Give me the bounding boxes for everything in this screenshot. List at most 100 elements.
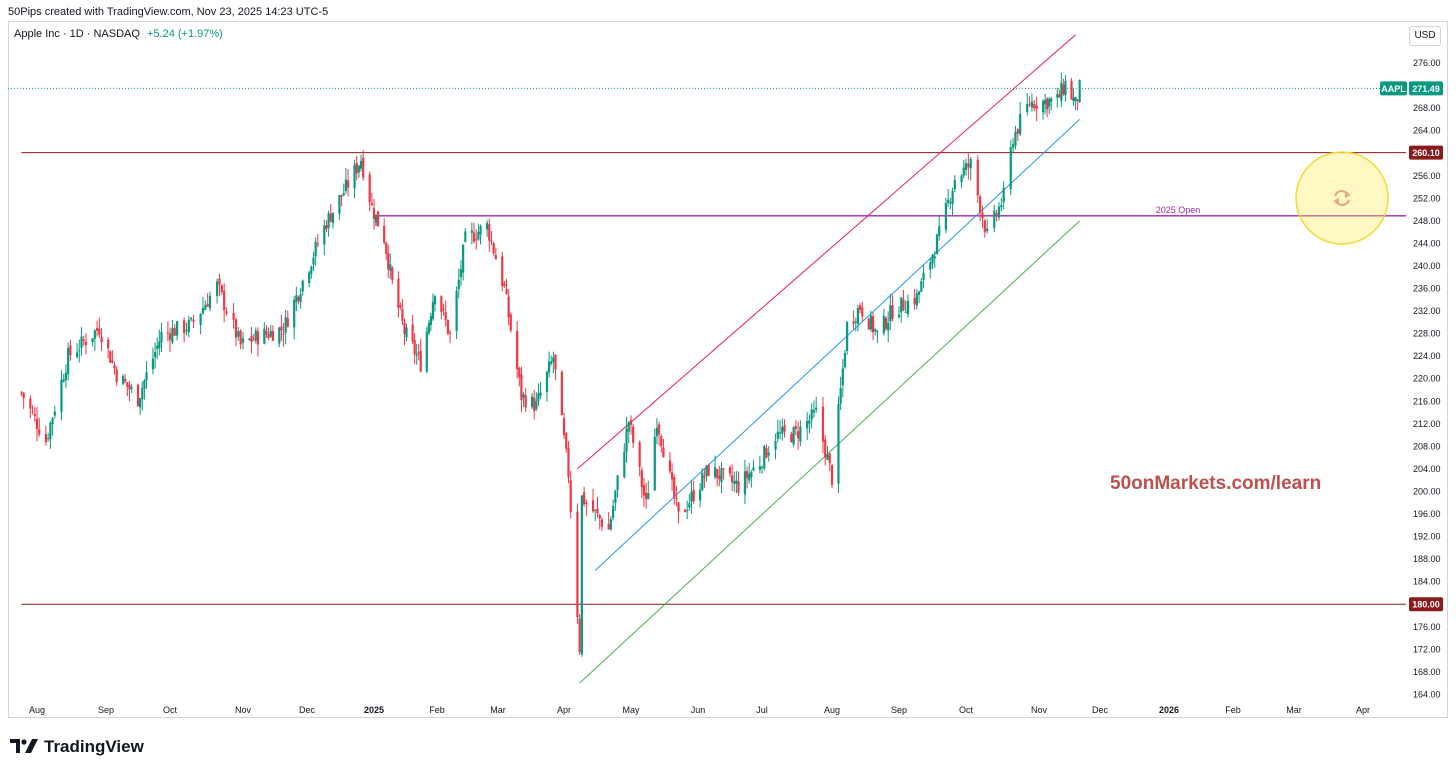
candle-body — [121, 376, 125, 385]
candle-body — [591, 500, 595, 512]
last-price-label-bg — [1409, 81, 1443, 96]
x-tick-label: Feb — [429, 705, 445, 715]
candle-body — [913, 297, 916, 305]
candle-body — [891, 305, 894, 320]
candle-body — [1046, 98, 1049, 110]
level-price-label: 180.00 — [1412, 600, 1440, 610]
candle-body — [598, 515, 601, 519]
level-price-label: 260.10 — [1412, 148, 1440, 158]
candle-body — [981, 212, 984, 219]
candle-body — [64, 372, 68, 381]
candle-body — [887, 322, 890, 331]
candle-body — [524, 395, 527, 408]
candle-body — [518, 367, 521, 378]
candle-body — [415, 354, 418, 356]
candle-body — [799, 426, 802, 442]
y-tick-label: 236.00 — [1413, 284, 1441, 294]
candle-body — [550, 361, 553, 364]
candle-body — [735, 480, 738, 484]
price-change: +5.24 (+1.97%) — [147, 28, 223, 40]
candle-body — [183, 320, 186, 334]
candle-body — [128, 385, 131, 390]
candle-body — [1014, 131, 1017, 146]
highlight-circle — [1295, 151, 1389, 245]
candle-body — [490, 240, 493, 242]
level-price-label-bg — [1409, 145, 1443, 160]
candle-body — [355, 162, 358, 174]
candle-body — [1002, 187, 1005, 203]
candle-body — [871, 316, 875, 333]
candle-body — [464, 231, 467, 242]
candle-body — [316, 243, 319, 245]
chart-frame — [8, 21, 1448, 718]
candle-body — [889, 305, 892, 322]
candle-body — [1076, 99, 1079, 102]
candle-body — [297, 296, 300, 301]
candle-body — [109, 351, 112, 363]
x-tick-label: 2025 — [364, 705, 384, 715]
candle-body — [391, 267, 394, 281]
candle-body — [241, 338, 245, 343]
level-price-label-bg — [1409, 597, 1443, 612]
candle-body — [516, 331, 519, 370]
candle-body — [882, 315, 885, 334]
candle-body — [560, 371, 563, 416]
candle-body — [329, 213, 332, 222]
candle-body — [653, 436, 656, 491]
candle-body — [308, 272, 311, 284]
candle-body — [933, 256, 936, 259]
candle-body — [530, 396, 534, 408]
candle-body — [790, 433, 793, 442]
candle-body — [580, 495, 583, 655]
candle-body — [567, 447, 570, 478]
candle-body — [707, 464, 710, 476]
x-tick-label: May — [622, 705, 640, 715]
candle-body — [1050, 98, 1053, 102]
candle-body — [440, 296, 443, 312]
y-tick-label: 256.00 — [1413, 171, 1441, 181]
y-tick-label: 176.00 — [1413, 622, 1441, 632]
candle-body — [953, 180, 956, 190]
candle-body — [616, 475, 619, 491]
candle-body — [629, 420, 633, 425]
candle-body — [716, 469, 719, 478]
candle-body — [642, 484, 646, 496]
candle-body — [455, 290, 458, 331]
candle-body — [204, 305, 207, 310]
candle-body — [828, 453, 831, 464]
candle-body — [897, 314, 901, 318]
candle-body — [411, 324, 414, 342]
candle-body — [199, 313, 202, 326]
candle-body — [867, 318, 870, 330]
candle-body — [100, 337, 103, 343]
y-tick-label: 204.00 — [1413, 464, 1441, 474]
candle-body — [900, 297, 903, 313]
candle-body — [282, 333, 285, 335]
currency-button[interactable]: USD — [1409, 26, 1441, 46]
x-tick-label: Jul — [756, 705, 768, 715]
candle-body — [1056, 94, 1059, 98]
candle-body — [82, 339, 85, 342]
candle-body — [614, 490, 617, 504]
candle-body — [688, 503, 691, 508]
candle-body — [75, 352, 79, 358]
y-tick-label: 244.00 — [1413, 238, 1441, 248]
candle-body — [713, 467, 717, 478]
candle-body — [413, 340, 416, 355]
candle-body — [256, 331, 260, 345]
candle-body — [918, 291, 921, 295]
candle-body — [310, 266, 313, 274]
candle-body — [858, 305, 862, 310]
candle-body — [234, 319, 238, 338]
candle-body — [479, 225, 482, 235]
candle-body — [537, 393, 540, 401]
candle-body — [153, 352, 157, 358]
candle-body — [509, 314, 512, 331]
watermark-text: 50onMarkets.com/learn — [1110, 473, 1321, 494]
candles — [20, 72, 1081, 657]
candle-body — [327, 213, 330, 228]
y-tick-label: 200.00 — [1413, 486, 1441, 496]
candle-body — [728, 467, 732, 474]
